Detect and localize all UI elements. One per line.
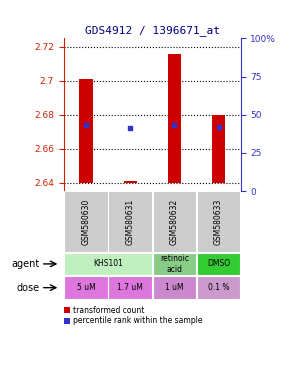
Text: agent: agent — [11, 259, 39, 269]
Bar — [197, 191, 240, 252]
Text: GSM580633: GSM580633 — [214, 198, 223, 245]
Text: dose: dose — [16, 283, 39, 293]
Bar — [153, 276, 196, 299]
Text: KHS101: KHS101 — [93, 260, 123, 268]
Text: 5 uM: 5 uM — [77, 283, 95, 292]
Bar — [64, 276, 108, 299]
Bar — [153, 191, 196, 252]
Bar — [212, 115, 225, 182]
Bar — [64, 191, 108, 252]
Bar — [79, 79, 93, 182]
Bar — [108, 191, 152, 252]
Text: DMSO: DMSO — [207, 260, 230, 268]
Text: percentile rank within the sample: percentile rank within the sample — [73, 316, 203, 325]
Bar — [197, 253, 240, 275]
Text: GSM580630: GSM580630 — [81, 198, 90, 245]
Text: retinoic
acid: retinoic acid — [160, 254, 189, 274]
Bar — [108, 276, 152, 299]
Bar — [64, 253, 152, 275]
Text: transformed count: transformed count — [73, 306, 144, 314]
Bar — [197, 276, 240, 299]
Text: 1 uM: 1 uM — [165, 283, 184, 292]
Bar — [153, 253, 196, 275]
Text: GDS4912 / 1396671_at: GDS4912 / 1396671_at — [85, 25, 220, 36]
Text: 0.1 %: 0.1 % — [208, 283, 229, 292]
Bar — [124, 181, 137, 182]
Text: GSM580631: GSM580631 — [126, 199, 135, 245]
Bar — [168, 54, 181, 182]
Text: 1.7 uM: 1.7 uM — [117, 283, 143, 292]
Text: GSM580632: GSM580632 — [170, 199, 179, 245]
